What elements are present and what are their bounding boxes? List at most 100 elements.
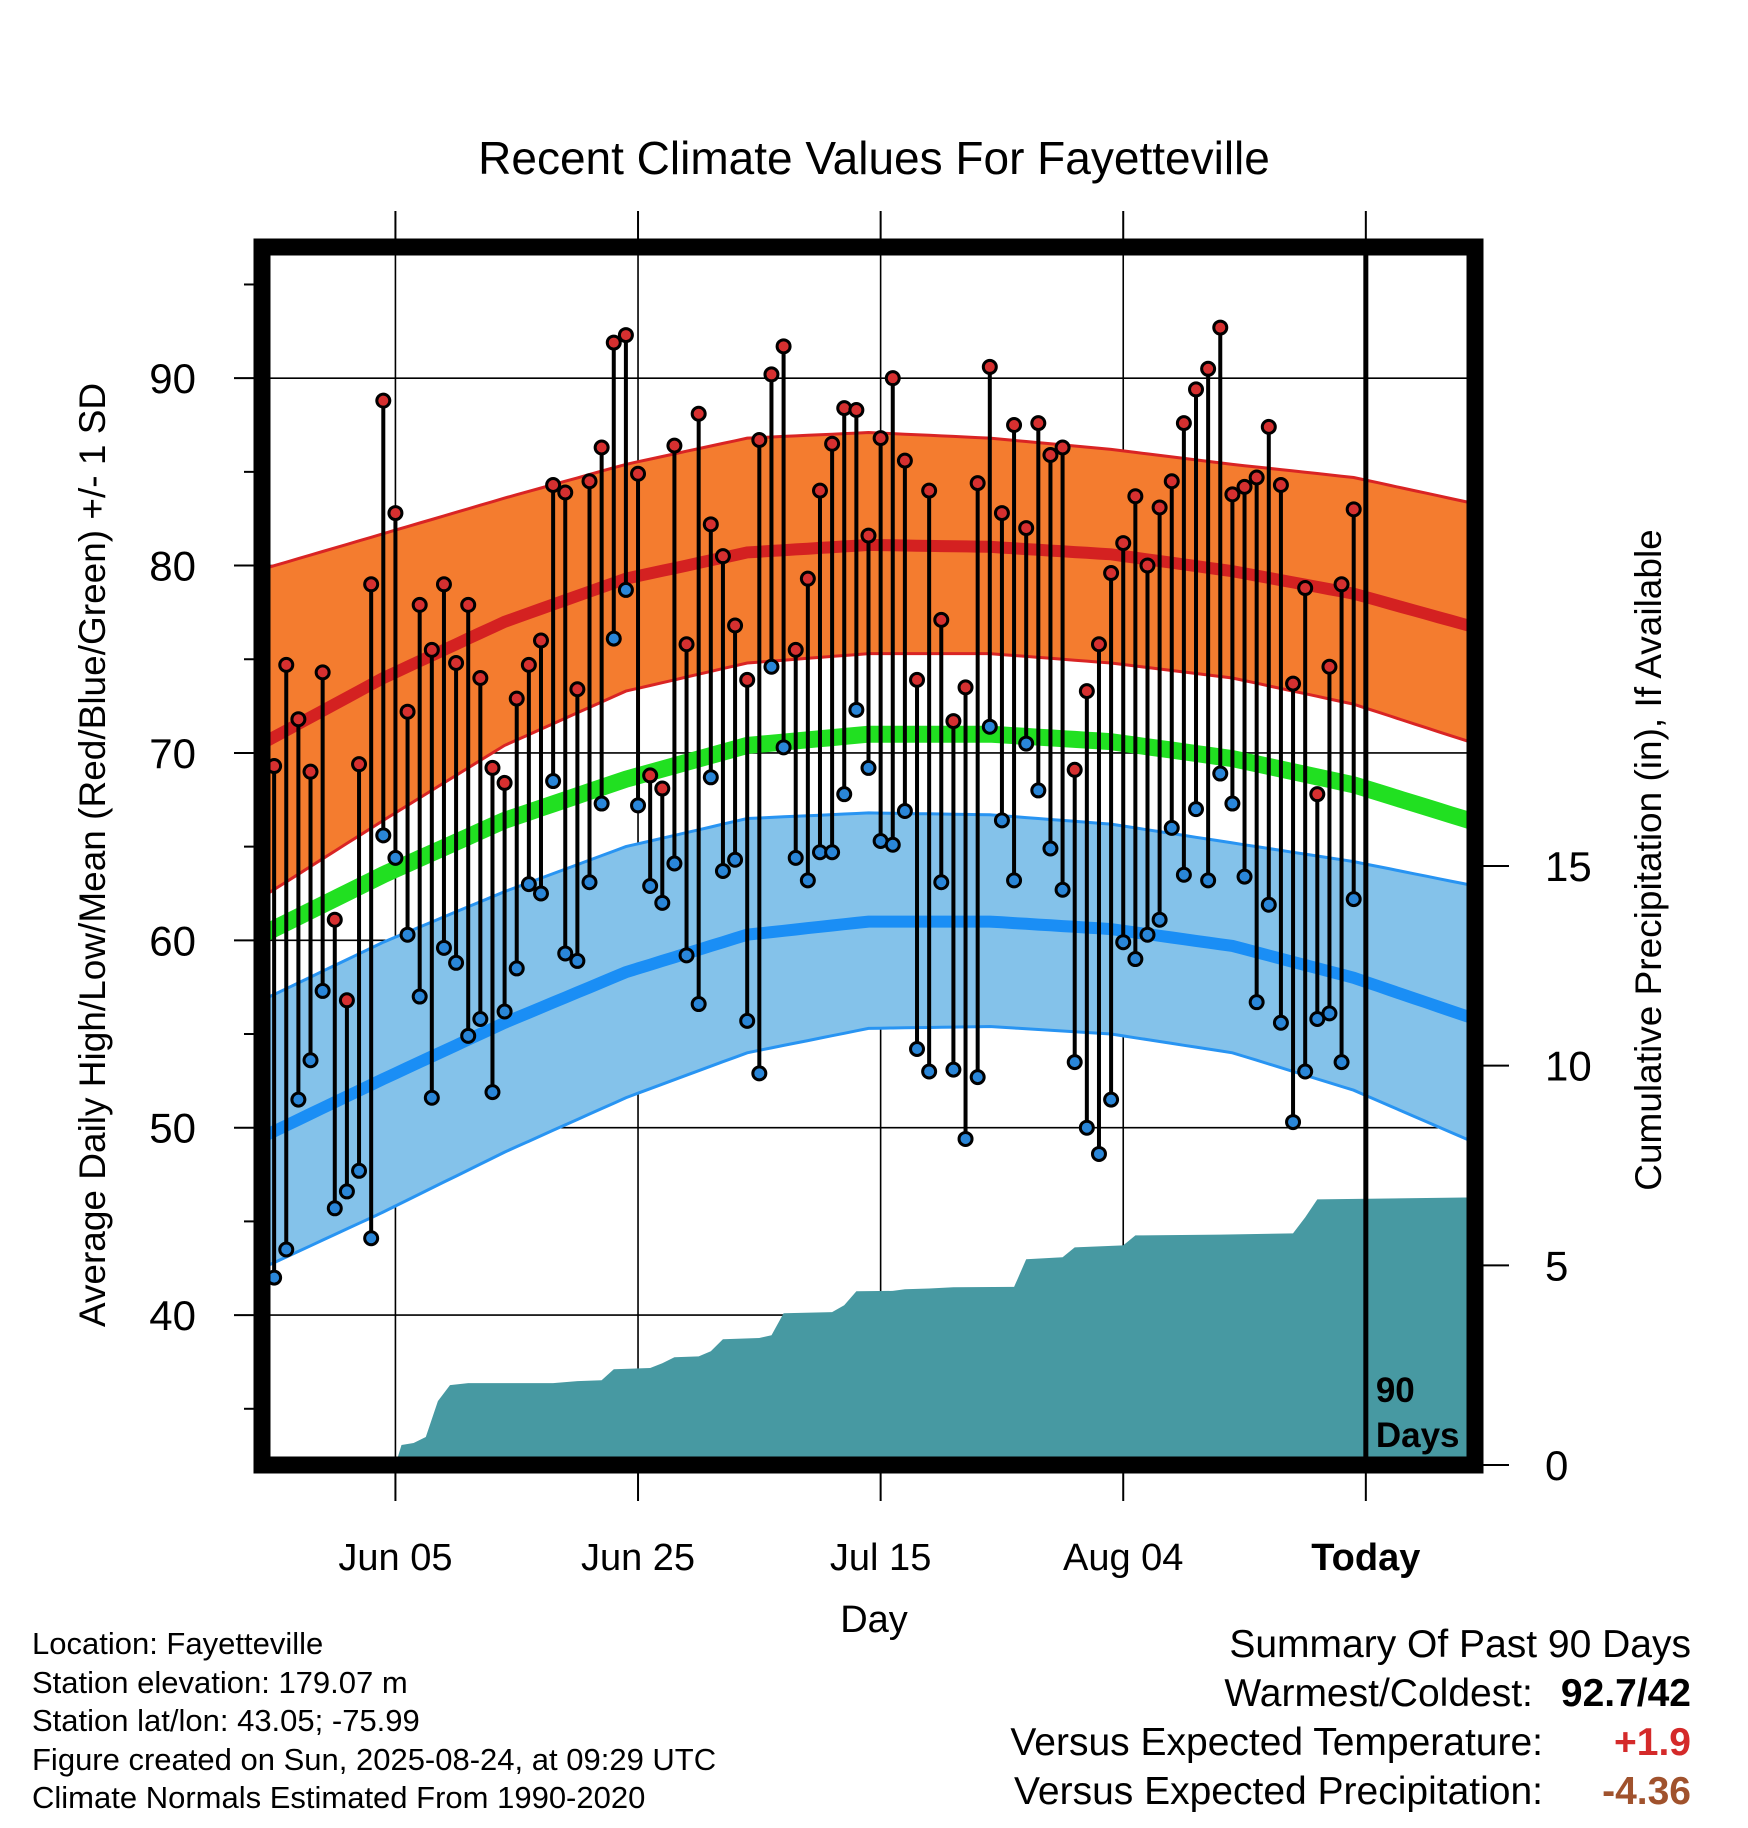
x-tick-label: Aug 04	[1063, 1537, 1183, 1579]
daily-high-point	[896, 452, 913, 469]
daily-low-point	[714, 862, 731, 879]
daily-low-point	[363, 1230, 380, 1247]
daily-low-point	[1054, 881, 1071, 898]
daily-high-point	[435, 576, 452, 593]
daily-high-point	[387, 505, 404, 522]
daily-high-point	[593, 439, 610, 456]
daily-low-point	[1321, 1005, 1338, 1022]
y-tick-label: 40	[149, 1292, 196, 1339]
daily-high-point	[1212, 319, 1229, 336]
daily-low-point	[1272, 1014, 1289, 1031]
station-info: Location: Fayetteville Station elevation…	[32, 1625, 716, 1818]
x-axis-label: Day	[840, 1599, 908, 1641]
daily-low-point	[957, 1130, 974, 1147]
daily-low-point	[532, 885, 549, 902]
daily-low-point	[472, 1011, 489, 1028]
daily-high-point	[666, 437, 683, 454]
daily-high-point	[314, 664, 331, 681]
daily-high-point	[1188, 381, 1205, 398]
daily-high-point	[654, 780, 671, 797]
daily-high-point	[630, 465, 647, 482]
daily-high-point	[1285, 675, 1302, 692]
daily-high-point	[690, 405, 707, 422]
daily-low-point	[909, 1041, 926, 1058]
daily-low-point	[617, 581, 634, 598]
precip-vs-expected-value: -4.36	[1602, 1770, 1691, 1813]
daily-low-point	[799, 872, 816, 889]
temp-vs-expected-label: Versus Expected Temperature:	[1010, 1721, 1543, 1764]
daily-low-point	[1103, 1091, 1120, 1108]
daily-high-point	[290, 711, 307, 728]
daily-low-point	[836, 786, 853, 803]
daily-high-point	[1333, 576, 1350, 593]
warmest-coldest-label: Warmest/Coldest:	[1224, 1672, 1533, 1715]
daily-low-point	[1175, 866, 1192, 883]
daily-low-point	[860, 759, 877, 776]
daily-low-point	[1224, 795, 1241, 812]
daily-low-point	[921, 1063, 938, 1080]
daily-low-point	[690, 996, 707, 1013]
daily-low-point	[739, 1012, 756, 1029]
daily-high-point	[1236, 478, 1253, 495]
daily-low-point	[981, 718, 998, 735]
daily-low-point	[1236, 868, 1253, 885]
daily-high-point	[642, 767, 659, 784]
daily-high-point	[1078, 683, 1095, 700]
daily-low-point	[411, 988, 428, 1005]
x-tick-label: Jun 05	[338, 1537, 452, 1579]
daily-low-point	[569, 952, 586, 969]
daily-low-point	[945, 1061, 962, 1078]
daily-high-point	[1260, 418, 1277, 435]
y-tick-label: 90	[149, 355, 196, 402]
y2-tick-label: 15	[1545, 843, 1592, 890]
summary-heading: Summary Of Past 90 Days	[1229, 1623, 1691, 1666]
daily-low-point	[787, 849, 804, 866]
daily-high-point	[787, 641, 804, 658]
low-sd-band-upper-edge	[262, 811, 1475, 1002]
daily-low-point	[448, 954, 465, 971]
daily-high-point	[399, 703, 416, 720]
daily-high-point	[411, 596, 428, 613]
summary-panel: Summary Of Past 90 Days Warmest/Coldest:…	[1010, 1620, 1691, 1816]
daily-high-point	[278, 656, 295, 673]
daily-low-point	[1188, 801, 1205, 818]
daily-high-point	[1139, 557, 1156, 574]
daily-low-point	[1212, 765, 1229, 782]
daily-high-point	[508, 690, 525, 707]
daily-high-point	[702, 516, 719, 533]
daily-high-point	[1066, 761, 1083, 778]
daily-high-point	[605, 334, 622, 351]
warmest-coldest-value: 92.7/42	[1560, 1672, 1691, 1715]
daily-high-point	[678, 636, 695, 653]
daily-low-point	[642, 877, 659, 894]
daily-high-point	[1272, 476, 1289, 493]
daily-high-point	[727, 617, 744, 634]
daily-low-point	[1066, 1054, 1083, 1071]
x-axis: Jun 05 Jun 25 Jul 15 Aug 04 Today	[338, 211, 1420, 1579]
daily-high-point	[1321, 658, 1338, 675]
daily-high-point	[945, 713, 962, 730]
y2-axis-label: Cumulative Precipitation (in), If Availa…	[1628, 529, 1669, 1191]
daily-high-point	[1151, 499, 1168, 516]
daily-low-point	[557, 945, 574, 962]
daily-high-point	[1018, 520, 1035, 537]
daily-high-point	[909, 671, 926, 688]
temp-vs-expected-value: +1.9	[1614, 1721, 1691, 1764]
daily-low-point	[1151, 911, 1168, 928]
daily-low-point	[751, 1065, 768, 1082]
daily-low-point	[314, 982, 331, 999]
daily-high-point	[811, 482, 828, 499]
daily-high-point	[1030, 415, 1047, 432]
daily-low-point	[338, 1183, 355, 1200]
plot-area: 90 Days	[253, 238, 1484, 1474]
y-axis-right: 0 5 10 15	[1483, 843, 1592, 1489]
daily-low-point	[727, 851, 744, 868]
daily-high-point	[981, 358, 998, 375]
x-tick-label: Jun 25	[581, 1537, 695, 1579]
daily-low-point	[896, 803, 913, 820]
daily-low-point	[326, 1200, 343, 1217]
daily-high-point	[969, 475, 986, 492]
daily-low-point	[387, 849, 404, 866]
daily-low-point	[1200, 872, 1217, 889]
